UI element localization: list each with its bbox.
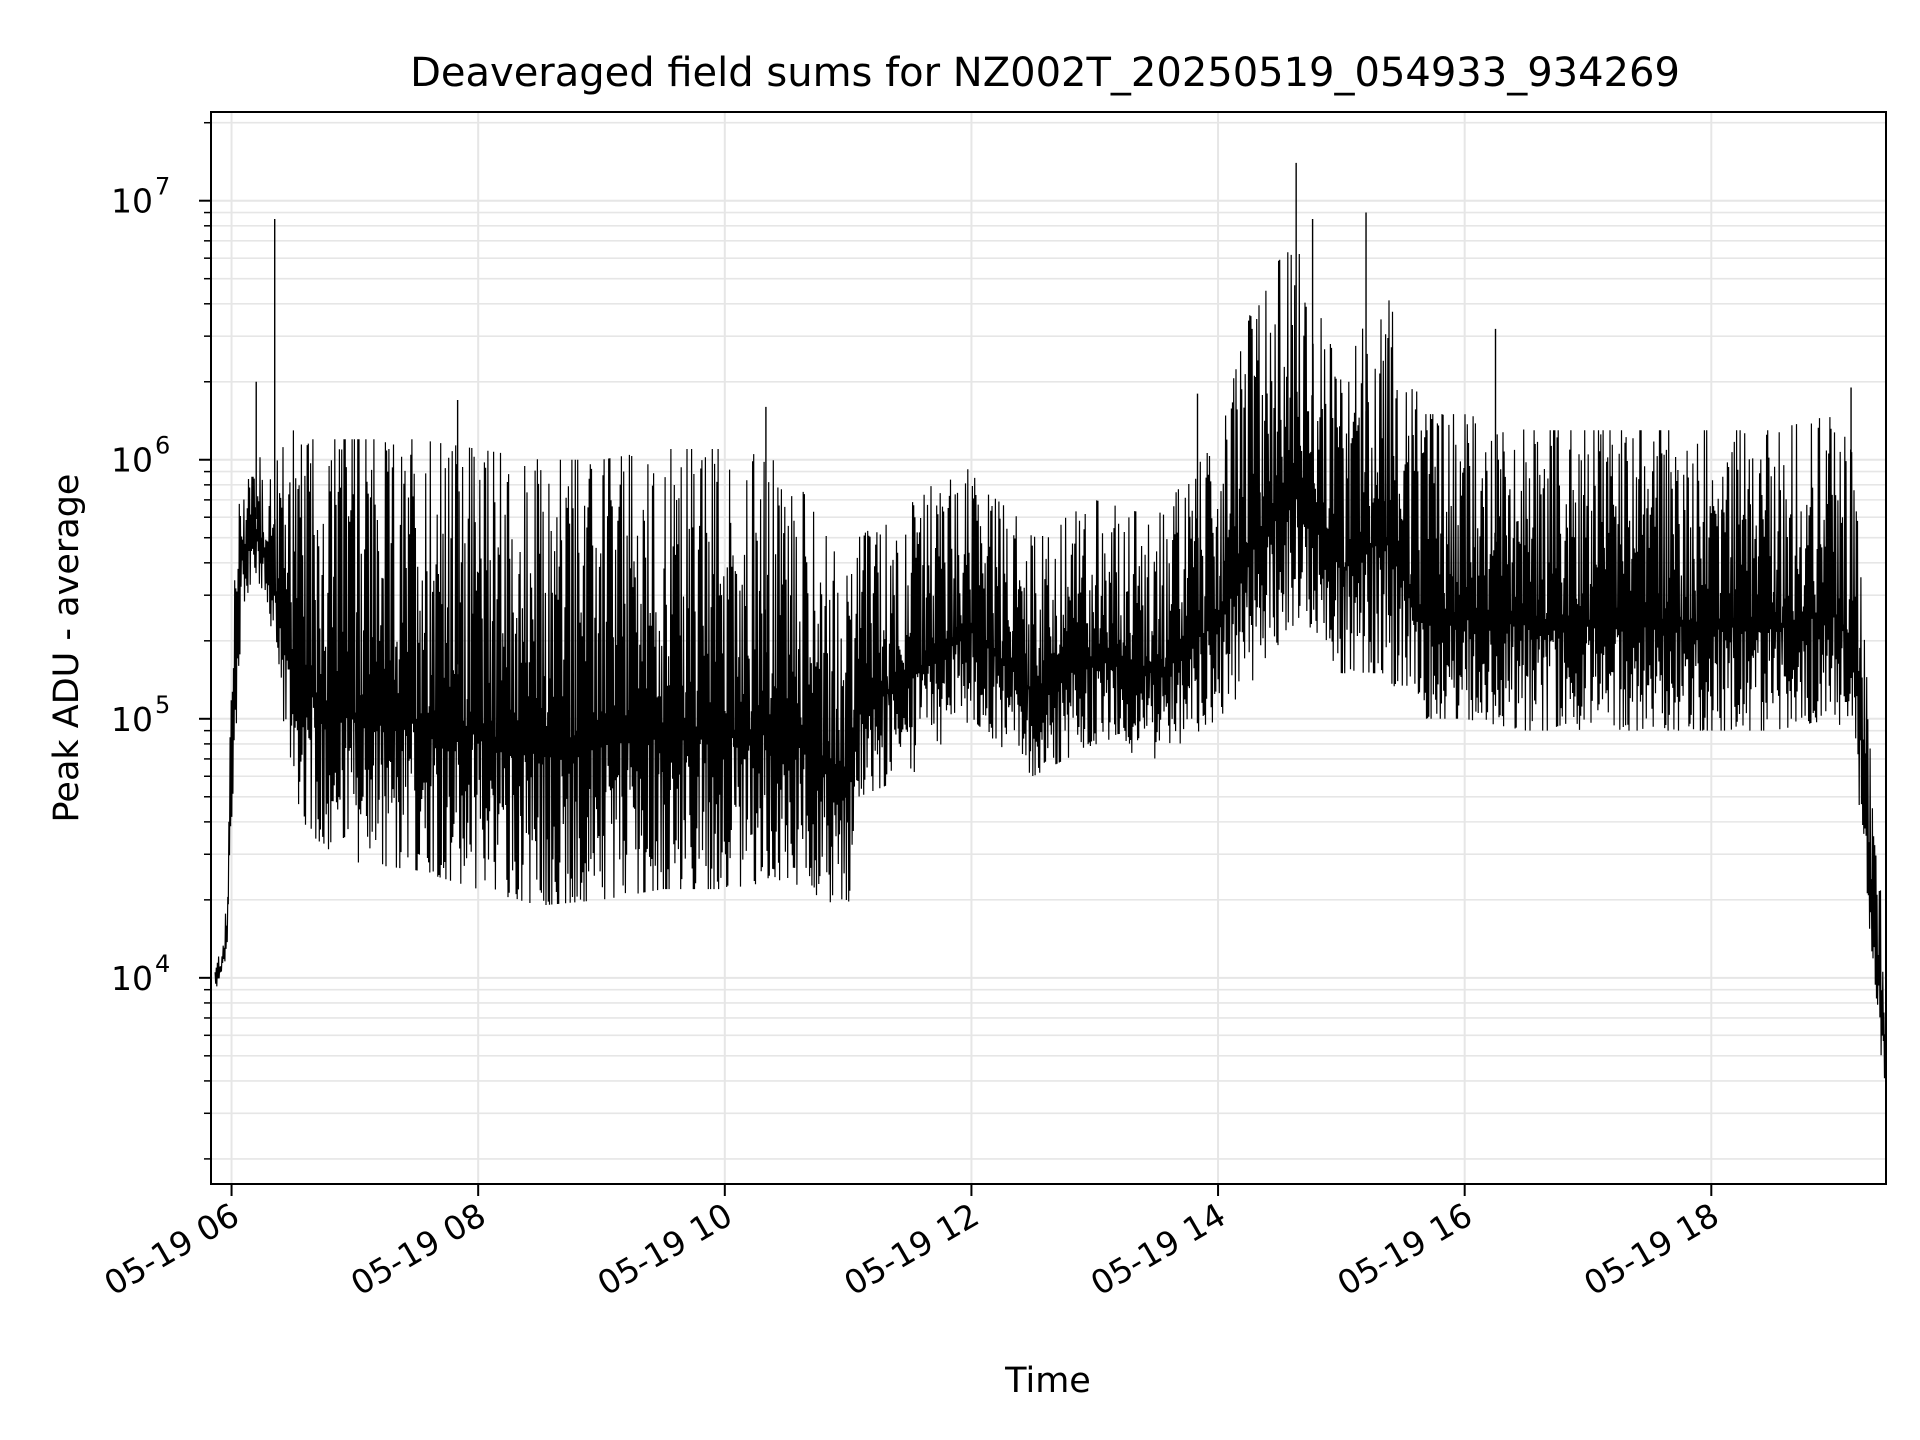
x-tick-label: 05-19 10 bbox=[591, 1195, 739, 1303]
y-tick-exponent: 6 bbox=[155, 432, 170, 460]
y-tick-label: 10 bbox=[111, 441, 153, 480]
x-tick-label: 05-19 06 bbox=[98, 1195, 246, 1303]
x-tick-label: 05-19 08 bbox=[344, 1195, 492, 1303]
data-series bbox=[214, 162, 1887, 1079]
y-tick-label: 10 bbox=[111, 182, 153, 221]
x-tick-label: 05-19 18 bbox=[1577, 1195, 1725, 1303]
series-line bbox=[214, 252, 1887, 1079]
y-tick-label: 10 bbox=[111, 700, 153, 739]
x-axis-ticks: 05-19 06 05-19 08 05-19 10 05-19 12 05-19 14… bbox=[98, 1184, 1725, 1303]
x-tick-label: 05-19 14 bbox=[1084, 1195, 1232, 1303]
x-axis-label: Time bbox=[1004, 1361, 1091, 1401]
y-tick-exponent: 5 bbox=[155, 691, 170, 719]
y-axis-label: Peak ADU - average bbox=[47, 474, 87, 823]
grid-lines bbox=[211, 112, 1886, 1184]
plot-frame bbox=[210, 111, 1887, 1185]
x-tick-label: 05-19 12 bbox=[837, 1195, 985, 1303]
y-tick-label: 10 bbox=[111, 959, 153, 998]
x-tick-label: 05-19 16 bbox=[1331, 1195, 1479, 1303]
chart-title: Deaveraged field sums for NZ002T_2025051… bbox=[410, 50, 1680, 96]
y-tick-exponent: 7 bbox=[155, 173, 170, 201]
y-tick-exponent: 4 bbox=[155, 950, 170, 978]
